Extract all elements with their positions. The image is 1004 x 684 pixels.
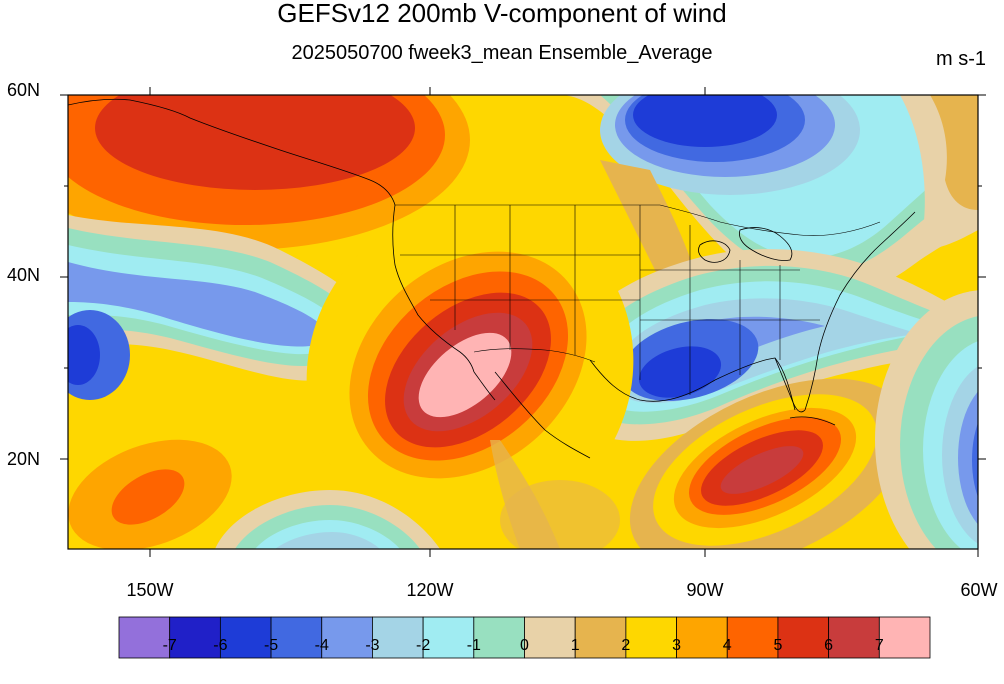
map-subtitle: 2025050700 fweek3_mean Ensemble_Average	[291, 42, 713, 64]
colorbar-swatch	[270, 616, 323, 659]
colorbar-swatch	[372, 616, 424, 659]
lon-label-150w: 150W	[126, 580, 174, 600]
caribbean-positive-max	[629, 378, 911, 549]
atlantic-negative-region	[875, 95, 978, 549]
alaska-positive-region	[68, 95, 470, 250]
units-label: m s-1	[936, 48, 986, 70]
colorbar-swatch	[574, 616, 627, 659]
southwest-positive-max	[306, 203, 634, 537]
colorbar-tick-label: 0	[520, 637, 529, 654]
pacific-negative-band	[68, 215, 381, 400]
tropical-pacific	[68, 439, 620, 549]
colorbar-swatch	[828, 616, 880, 659]
colorbar-tick-label: 1	[570, 637, 580, 654]
map-title: GEFSv12 200mb V-component of wind	[277, 0, 727, 28]
map-frame	[67, 94, 979, 550]
contour-field	[68, 95, 978, 549]
colorbar-swatch	[524, 616, 576, 659]
lon-label-120w: 120W	[406, 580, 454, 600]
colorbar-swatch	[422, 616, 475, 659]
colorbar-tick-label: -4	[314, 637, 329, 654]
political-borders	[395, 204, 881, 395]
midwest-negative-band	[560, 95, 978, 303]
lat-label-40n: 40N	[6, 265, 40, 285]
coastlines	[68, 98, 916, 459]
colorbar-swatch	[726, 616, 779, 659]
colorbar-swatch	[878, 616, 931, 659]
colorbar-swatch	[219, 616, 272, 659]
colorbar-tick-label: -5	[263, 637, 279, 654]
colorbar-tick-label: 4	[722, 637, 732, 654]
colorbar-swatch	[625, 616, 677, 659]
colorbar-swatch	[676, 616, 728, 659]
colorbar-tick-label: 3	[672, 637, 682, 654]
colorbar	[118, 616, 931, 659]
axis-ticks	[60, 87, 986, 557]
lon-label-90w: 90W	[686, 580, 724, 600]
colorbar-tick-label: -3	[365, 637, 380, 654]
colorbar-tick-label: 5	[773, 637, 783, 654]
colorbar-tick-label: 2	[621, 637, 631, 654]
colorbar-tick-label: 7	[874, 637, 884, 654]
lat-label-20n: 20N	[6, 449, 40, 469]
colorbar-tick-label: 6	[824, 637, 834, 654]
colorbar-tick-label: -6	[213, 637, 228, 654]
colorbar-tick-label: -7	[162, 637, 177, 654]
colorbar-tick-label: -2	[416, 637, 431, 654]
colorbar-tick-label: -1	[466, 637, 481, 654]
lat-label-60n: 60N	[6, 80, 40, 100]
lon-label-60w: 60W	[960, 580, 998, 600]
colorbar-swatch	[169, 616, 221, 659]
colorbar-swatch	[118, 616, 171, 659]
